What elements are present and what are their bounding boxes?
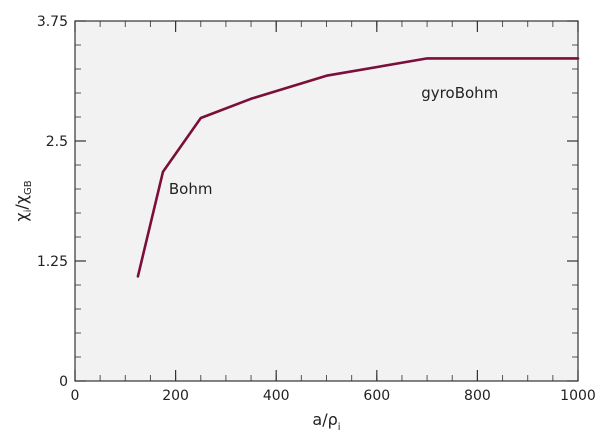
x-tick-label: 0 — [71, 388, 80, 404]
annotation-label: gyroBohm — [421, 84, 498, 102]
x-tick-label: 200 — [162, 388, 189, 404]
x-tick-label: 400 — [263, 388, 290, 404]
y-axis-label-sub2: GB — [23, 180, 34, 195]
plot-frame — [74, 20, 579, 382]
y-axis-label-sub1: i — [23, 210, 34, 213]
y-tick-label: 0 — [59, 374, 68, 390]
x-tick-label: 600 — [363, 388, 390, 404]
x-tick-label: 1000 — [560, 388, 596, 404]
series-layer — [136, 57, 580, 278]
annotations: Bohm gyroBohm — [169, 84, 498, 198]
x-axis-label-sub: i — [338, 422, 341, 433]
y-tick-label: 3.75 — [37, 14, 68, 30]
x-axis-ticks: 0 200 400 600 800 1000 — [71, 21, 596, 404]
y-tick-label: 2.5 — [46, 134, 68, 150]
x-axis-label: a/ρi — [312, 410, 340, 433]
series-line — [136, 57, 580, 278]
annotation-label: Bohm — [169, 180, 213, 198]
y-axis-label: χi/χGB — [12, 180, 34, 221]
plot-area — [75, 21, 578, 381]
y-axis-label-part2: /χ — [12, 195, 31, 210]
x-tick-label: 800 — [464, 388, 491, 404]
y-axis-label-part1: χ — [12, 212, 31, 221]
x-axis-label-main: a/ρ — [312, 410, 337, 429]
y-axis-ticks: 0 1.25 2.5 3.75 — [37, 14, 578, 390]
y-tick-label: 1.25 — [37, 254, 68, 270]
